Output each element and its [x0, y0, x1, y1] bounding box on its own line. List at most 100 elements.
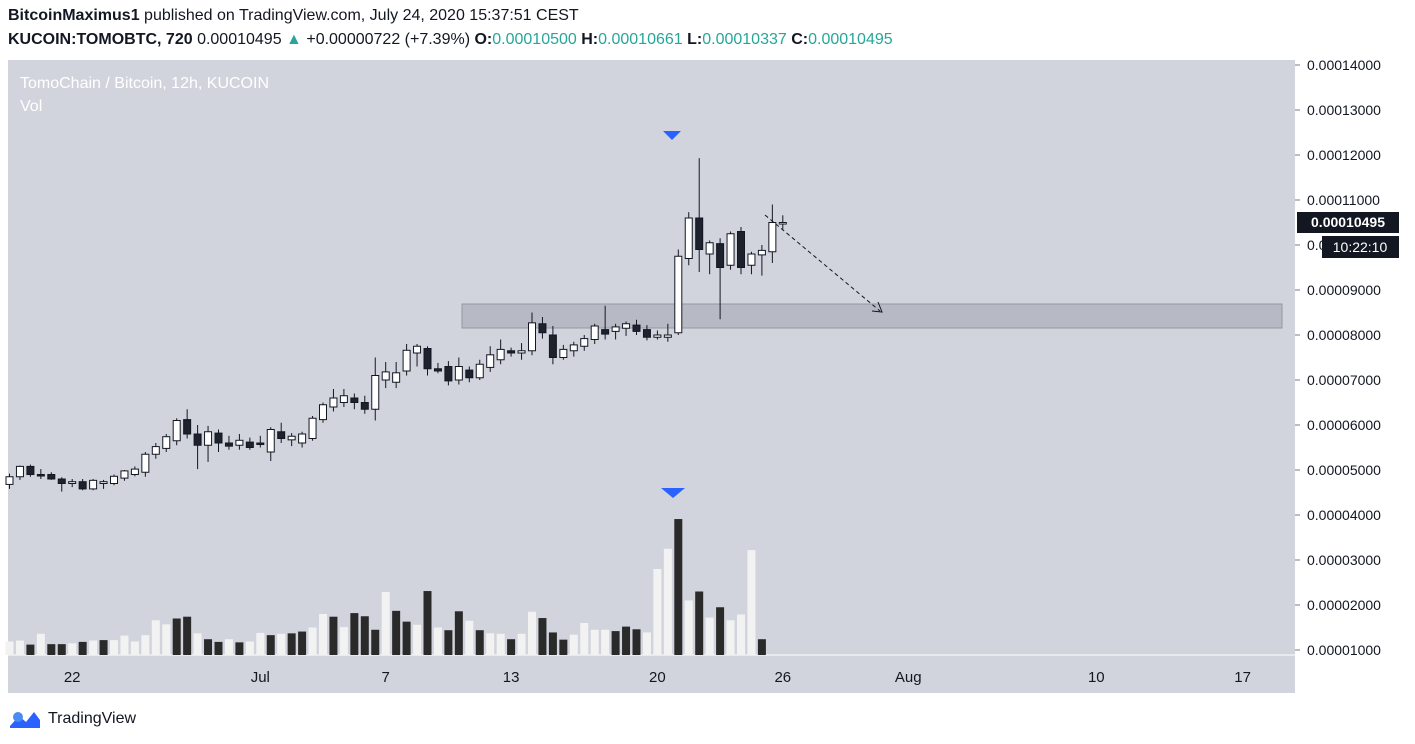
volume-bar[interactable] [287, 633, 296, 655]
candle[interactable] [663, 323, 672, 342]
volume-bar[interactable] [475, 630, 484, 655]
candle[interactable] [360, 395, 369, 414]
candle[interactable] [224, 435, 233, 450]
volume-bar[interactable] [737, 614, 745, 655]
candle[interactable] [517, 343, 526, 360]
volume-bar[interactable] [319, 614, 327, 655]
candle[interactable] [204, 425, 213, 462]
candle[interactable] [339, 389, 348, 407]
candle[interactable] [674, 249, 683, 336]
candle[interactable] [601, 305, 610, 340]
candle[interactable] [622, 321, 631, 336]
volume-bar[interactable] [99, 640, 108, 655]
volume-bar[interactable] [580, 623, 589, 655]
candle[interactable] [653, 330, 662, 340]
candle[interactable] [695, 158, 704, 272]
candle[interactable] [329, 389, 338, 412]
candle[interactable] [507, 347, 516, 357]
volume-bar[interactable] [214, 641, 223, 655]
candle[interactable] [569, 341, 578, 357]
volume-marker-icon[interactable] [661, 488, 685, 498]
candle[interactable] [444, 361, 453, 386]
candle[interactable] [193, 425, 202, 470]
candle[interactable] [214, 429, 223, 453]
volume-bar[interactable] [120, 635, 129, 655]
volume-bar[interactable] [256, 632, 265, 655]
candle[interactable] [611, 323, 620, 340]
candle[interactable] [57, 477, 66, 492]
legend-title[interactable]: TomoChain / Bitcoin, 12h, KUCOIN [20, 75, 269, 92]
legend-vol[interactable]: Vol [20, 98, 42, 115]
volume-bar[interactable] [517, 633, 526, 655]
volume-bar[interactable] [674, 519, 683, 655]
volume-bar[interactable] [329, 616, 338, 655]
candle[interactable] [632, 319, 641, 335]
candle[interactable] [371, 357, 380, 421]
volume-bar[interactable] [151, 620, 160, 655]
volume-bar[interactable] [663, 548, 672, 655]
candle[interactable] [120, 470, 129, 481]
candle[interactable] [413, 344, 422, 367]
volume-bar[interactable] [622, 626, 631, 655]
candle[interactable] [141, 452, 150, 477]
candle[interactable] [528, 312, 536, 356]
candle[interactable] [15, 465, 24, 480]
chart-pane[interactable] [8, 60, 1295, 655]
volume-bar[interactable] [172, 618, 181, 656]
author-name[interactable]: BitcoinMaximus1 [8, 7, 140, 24]
candle[interactable] [277, 422, 286, 443]
volume-bar[interactable] [538, 618, 547, 655]
candle[interactable] [110, 474, 118, 486]
volume-bar[interactable] [350, 613, 359, 655]
candle[interactable] [308, 416, 317, 441]
volume-bar[interactable] [162, 624, 171, 655]
candle[interactable] [757, 245, 766, 276]
volume-bar[interactable] [392, 610, 401, 655]
volume-bar[interactable] [141, 635, 150, 655]
volume-bar[interactable] [224, 639, 233, 655]
candle[interactable] [47, 472, 56, 480]
volume-bar[interactable] [507, 639, 516, 655]
candle[interactable] [172, 418, 181, 446]
candle[interactable] [475, 359, 484, 380]
candle[interactable] [266, 427, 275, 461]
volume-bar[interactable] [245, 641, 254, 655]
candle[interactable] [642, 325, 651, 341]
volume-bar[interactable] [653, 569, 662, 655]
candle[interactable] [538, 317, 547, 339]
volume-bar[interactable] [381, 591, 390, 655]
volume-bar[interactable] [193, 633, 202, 655]
volume-bar[interactable] [371, 629, 380, 655]
peak-marker-icon[interactable] [663, 131, 681, 140]
candle[interactable] [716, 238, 725, 320]
candle[interactable] [590, 323, 599, 344]
candle[interactable] [298, 431, 307, 448]
candle[interactable] [726, 231, 735, 270]
candle[interactable] [559, 344, 568, 360]
candle[interactable] [433, 362, 442, 374]
volume-bar[interactable] [308, 627, 317, 656]
volume-bar[interactable] [235, 642, 244, 655]
candle[interactable] [235, 434, 244, 450]
volume-bar[interactable] [402, 621, 411, 655]
candle[interactable] [747, 251, 756, 275]
volume-bar[interactable] [47, 644, 56, 655]
candle[interactable] [778, 215, 787, 230]
volume-bar[interactable] [590, 629, 599, 655]
volume-bar[interactable] [266, 635, 275, 655]
volume-bar[interactable] [360, 616, 369, 655]
candle[interactable] [256, 435, 265, 448]
candle[interactable] [151, 443, 160, 459]
volume-bar[interactable] [68, 643, 77, 655]
volume-bar[interactable] [204, 639, 213, 655]
volume-bar[interactable] [454, 611, 463, 655]
volume-bar[interactable] [423, 591, 432, 655]
volume-bar[interactable] [705, 617, 714, 655]
volume-bar[interactable] [486, 633, 495, 655]
volume-bar[interactable] [559, 639, 568, 655]
candle[interactable] [454, 357, 463, 385]
candle[interactable] [78, 479, 87, 491]
volume-bar[interactable] [89, 640, 98, 655]
volume-bar[interactable] [465, 620, 474, 655]
